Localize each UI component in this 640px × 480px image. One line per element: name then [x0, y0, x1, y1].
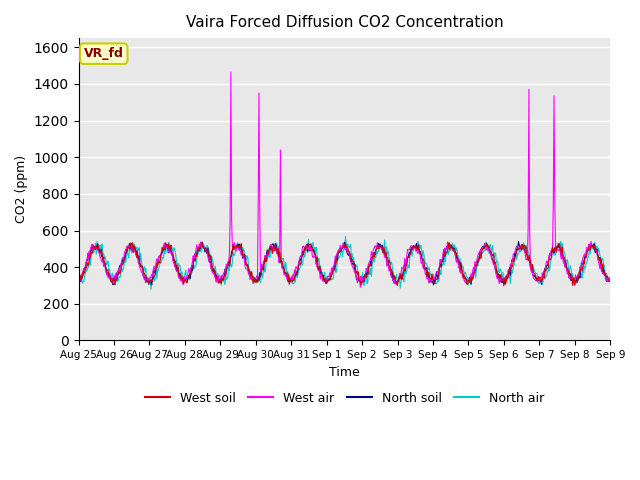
- Y-axis label: CO2 (ppm): CO2 (ppm): [15, 155, 28, 223]
- Title: Vaira Forced Diffusion CO2 Concentration: Vaira Forced Diffusion CO2 Concentration: [186, 15, 503, 30]
- X-axis label: Time: Time: [329, 366, 360, 379]
- Text: VR_fd: VR_fd: [84, 47, 124, 60]
- Legend: West soil, West air, North soil, North air: West soil, West air, North soil, North a…: [140, 387, 549, 410]
